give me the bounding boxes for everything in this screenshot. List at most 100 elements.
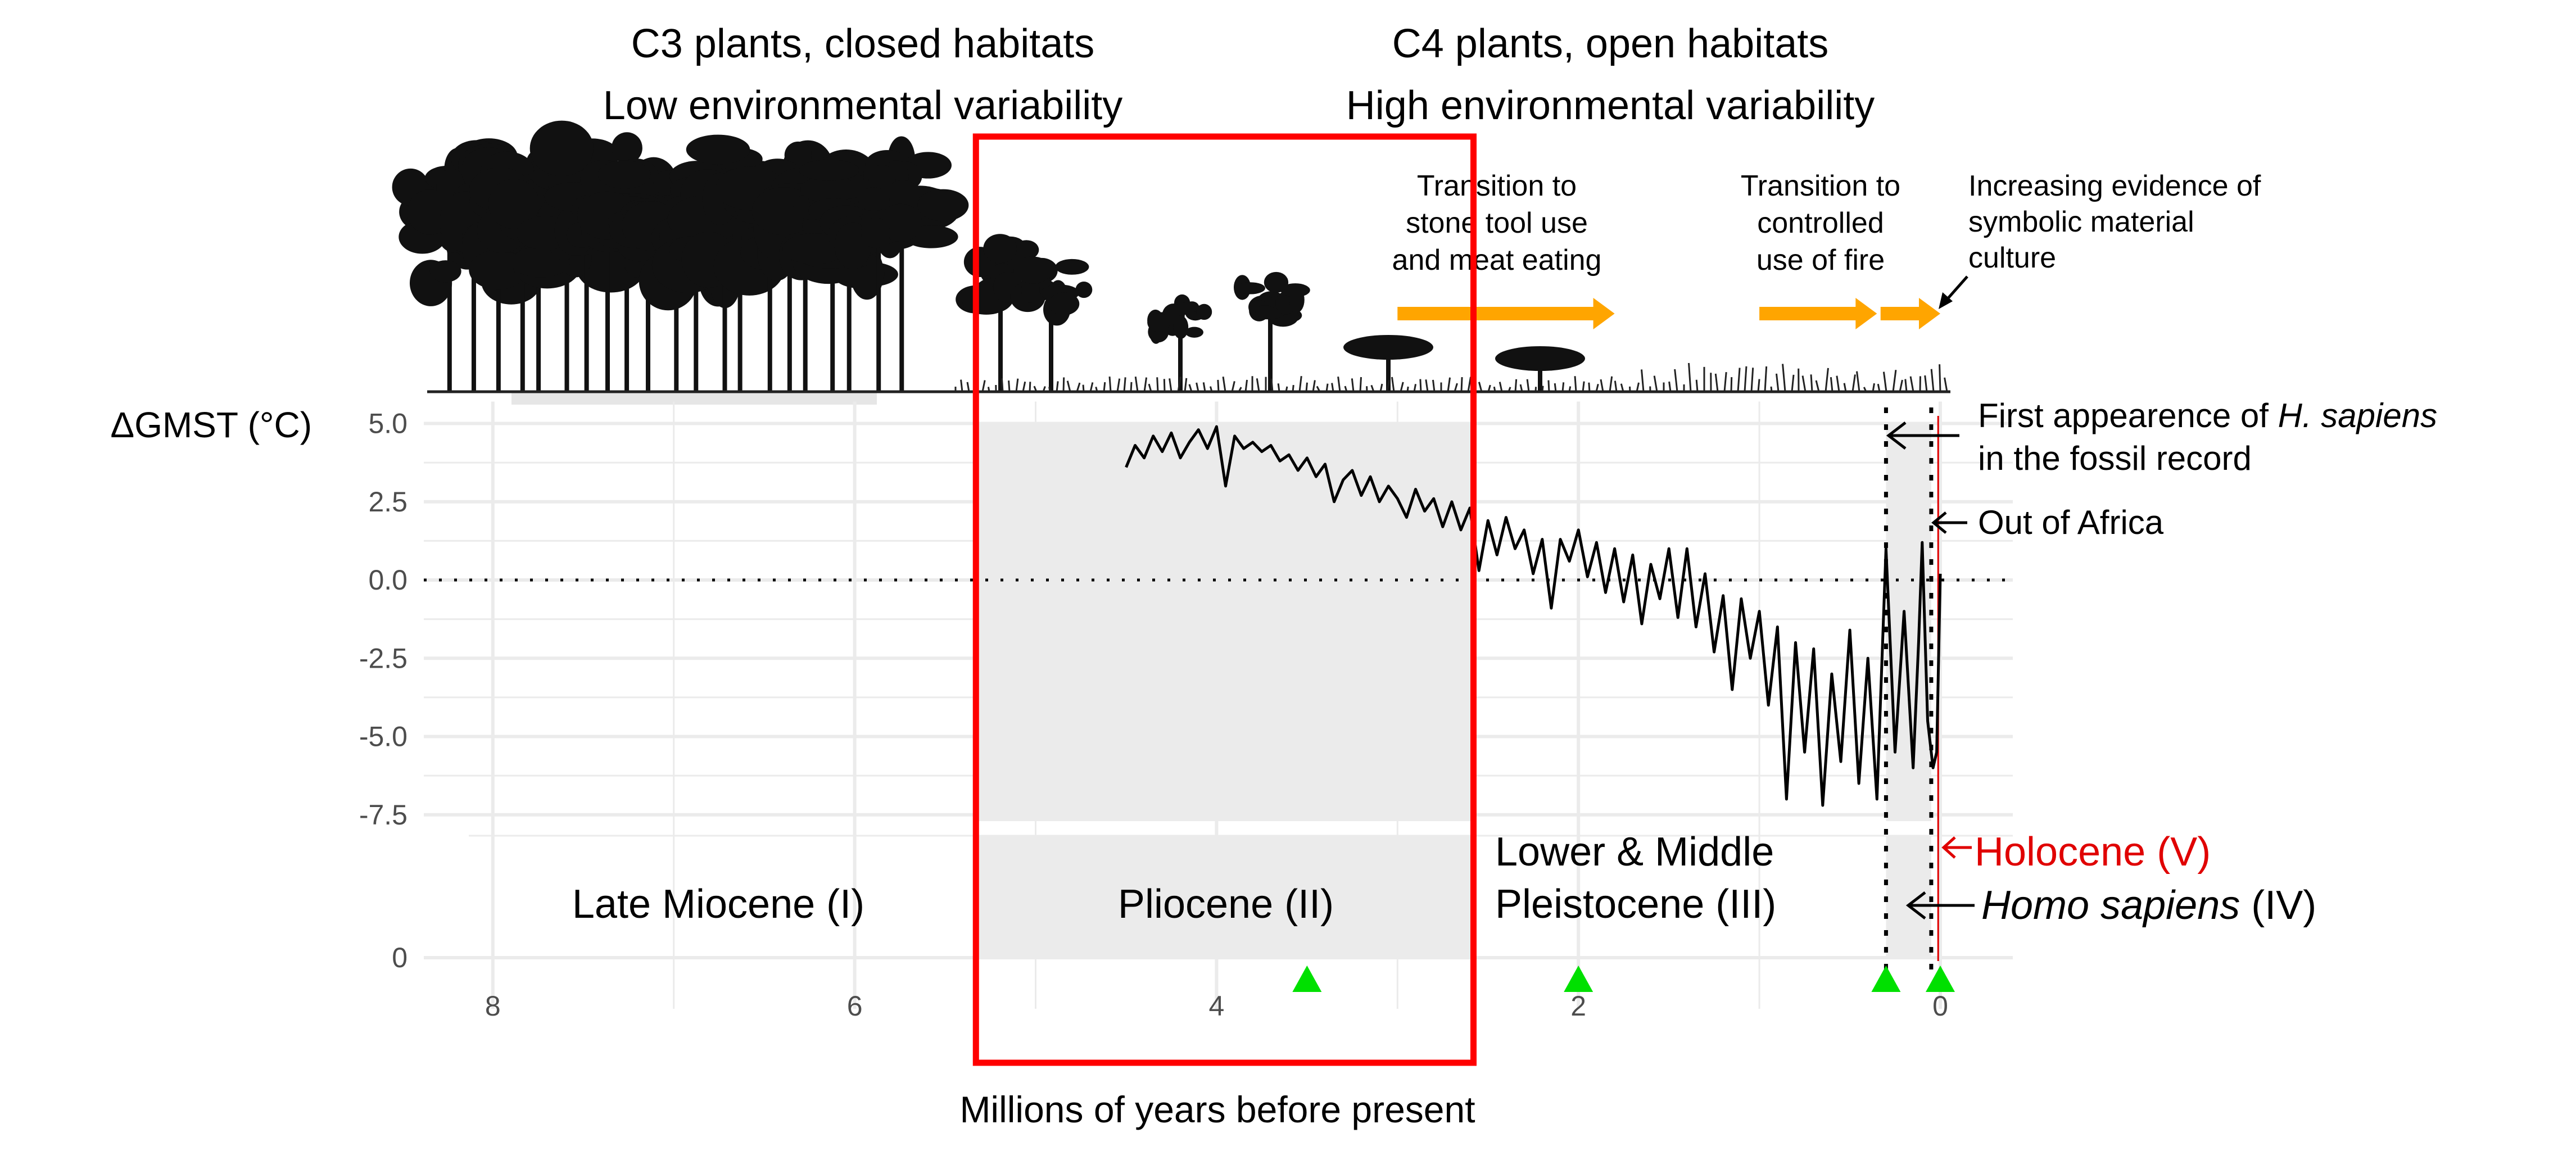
grass-blade xyxy=(1156,377,1159,392)
grass-blade xyxy=(1089,382,1094,392)
grass-blade xyxy=(1514,379,1518,392)
transition-label-2: Transition to controlled use of fire xyxy=(1741,170,1900,277)
grass-blade xyxy=(1076,382,1081,392)
grass-blade xyxy=(1447,377,1451,392)
woodland-tree-trunk xyxy=(998,284,1003,392)
grass-blade xyxy=(1231,381,1235,392)
transition-label-3: Increasing evidence of symbolic material… xyxy=(1968,170,2261,274)
transition-2-line: Transition to xyxy=(1741,170,1900,202)
y-tick-label: 0.0 xyxy=(368,564,408,596)
forest-tree-trunk xyxy=(787,246,792,392)
woodland-tree-canopy xyxy=(1013,240,1039,260)
grass-blade xyxy=(1460,377,1463,392)
homo-sapiens-period: (IV) xyxy=(2240,883,2316,928)
woodland-tree-canopy xyxy=(1013,256,1052,284)
grass-blade xyxy=(1882,371,1887,392)
header-right-line1: C4 plants, open habitats xyxy=(1392,21,1829,66)
woodland-tree-canopy xyxy=(983,234,1017,264)
grass-blade xyxy=(1526,379,1530,392)
holocene-arrow-icon xyxy=(1941,836,1972,859)
grass-blade xyxy=(1184,378,1188,392)
first-appearance-label: First appearence of H. sapiens xyxy=(1978,397,2437,434)
woodland-tree-canopy xyxy=(1021,277,1040,303)
x-tick-label: 4 xyxy=(1208,990,1224,1022)
grass-blade xyxy=(1688,362,1692,392)
grass-blade xyxy=(1134,376,1139,392)
woodland-tree-canopy xyxy=(1255,305,1274,319)
grass-blade xyxy=(1904,379,1908,392)
forest-tree-trunk xyxy=(564,241,569,392)
woodland-tree-canopy xyxy=(1075,282,1093,298)
lower-panel-tick-label: 0 xyxy=(392,942,408,973)
grass-blade xyxy=(1764,366,1768,392)
grass-blade xyxy=(1305,382,1308,392)
forest-tree-canopy xyxy=(429,260,461,283)
grass-blade xyxy=(1196,382,1199,392)
x-tick-label: 0 xyxy=(1932,990,1948,1022)
forest-tree-canopy xyxy=(686,134,750,165)
grass-blade xyxy=(1478,382,1483,392)
green-triangle-marker xyxy=(1871,966,1901,992)
woodland-tree-canopy xyxy=(1264,271,1289,293)
forest-tree-trunk xyxy=(584,239,589,392)
grass-blade xyxy=(1750,368,1754,392)
grass-blade xyxy=(1116,378,1121,392)
grass-blade xyxy=(1695,379,1699,392)
woodland-tree-canopy xyxy=(1196,303,1212,320)
grass-blade xyxy=(1432,379,1436,392)
grass-blade xyxy=(1022,381,1026,392)
grass-blade xyxy=(1856,371,1860,392)
woodland-tree-canopy xyxy=(1280,283,1310,297)
out-of-africa-arrow-icon xyxy=(1931,511,1967,534)
grass-blade xyxy=(1843,383,1847,392)
transition-1-line: stone tool use xyxy=(1406,207,1588,239)
grass-blade xyxy=(1614,380,1618,392)
grass-blade xyxy=(1744,366,1747,392)
grass-blade xyxy=(1653,375,1658,392)
forest-tree-trunk xyxy=(694,262,699,392)
homo-sapiens-label: Homo sapiens (IV) xyxy=(1981,883,2316,928)
forest-tree-canopy xyxy=(799,159,859,181)
temperature-series-line xyxy=(1125,425,1942,807)
grass-blade xyxy=(1851,374,1856,392)
forest-tree-canopy xyxy=(885,180,920,209)
y-tick-label: -7.5 xyxy=(359,799,408,831)
forest-tree-trunk xyxy=(520,252,525,392)
orange-transition-arrow xyxy=(1759,298,1877,329)
forest-tree-canopy xyxy=(611,132,642,164)
grass-blade xyxy=(1892,370,1897,392)
grass-blade xyxy=(1359,377,1362,392)
transition-label-1: Transition to stone tool use and meat ea… xyxy=(1392,170,1602,277)
grass-blade xyxy=(1337,377,1341,392)
symbolic-culture-arrow-icon xyxy=(1939,292,1953,309)
grass-blade xyxy=(1825,368,1829,392)
grass-blade xyxy=(1909,376,1914,392)
grass-blade xyxy=(1674,369,1678,392)
y-tick-label: -5.0 xyxy=(359,721,408,753)
header-left-line1: C3 plants, closed habitats xyxy=(631,21,1094,66)
grass-blade xyxy=(1217,379,1220,392)
grass-blade xyxy=(1782,364,1786,392)
forest-tree-trunk xyxy=(674,255,679,392)
grass-blade xyxy=(1588,382,1591,392)
grass-blade xyxy=(1636,382,1640,392)
era-pleistocene-line1: Lower & Middle xyxy=(1495,830,1774,874)
forest-tree-trunk xyxy=(624,225,630,392)
forest-tree-trunk xyxy=(536,215,541,392)
woodland-tree-canopy xyxy=(1147,313,1170,332)
symbolic-culture-pointer-line xyxy=(1945,275,1968,302)
era-pliocene: Pliocene (II) xyxy=(1118,882,1334,927)
grass-blade xyxy=(1400,382,1404,392)
grass-blade xyxy=(1351,378,1355,392)
y-tick-label: -2.5 xyxy=(359,642,408,674)
grass-blade xyxy=(1202,382,1206,392)
grass-blade xyxy=(1419,379,1422,392)
y-tick-label: 5.0 xyxy=(368,408,408,439)
transition-3-line: Increasing evidence of xyxy=(1968,170,2261,202)
grass-blade xyxy=(966,382,970,392)
first-appearance-species: H. sapiens xyxy=(2278,397,2437,434)
grass-blade xyxy=(1312,380,1316,392)
woodland-tree-trunk xyxy=(1049,298,1053,392)
acacia-trunk xyxy=(1538,360,1542,392)
